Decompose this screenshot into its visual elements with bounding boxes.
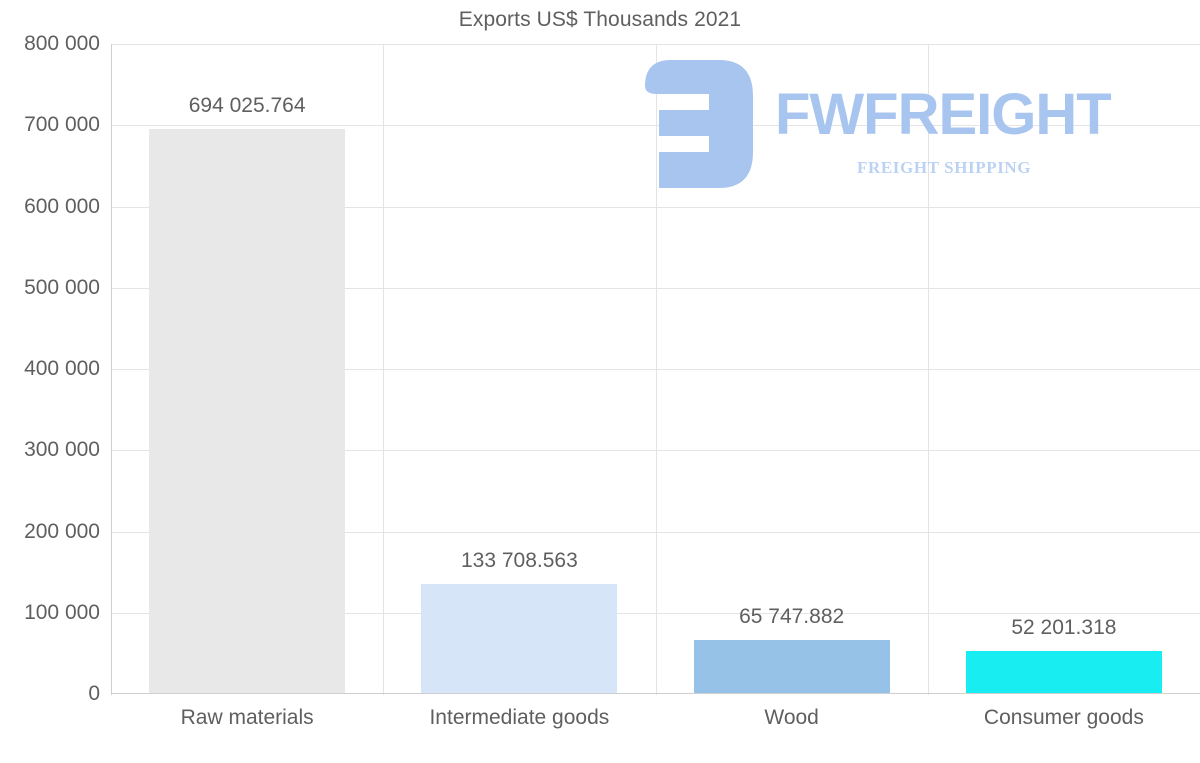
gridline	[111, 206, 1200, 208]
gridline	[111, 450, 1200, 452]
bar-value-label: 133 708.563	[460, 549, 578, 573]
chart-title: Exports US$ Thousands 2021	[458, 8, 742, 31]
x-axis-category-label: Intermediate goods	[429, 706, 610, 729]
bar-value-label: 65 747.882	[739, 604, 845, 628]
y-axis-tick-label: 600 000	[24, 194, 100, 218]
gridline	[111, 369, 1200, 370]
bar[interactable]	[149, 129, 346, 693]
x-axis-category-label: Wood	[764, 706, 819, 729]
plot-area	[111, 44, 1200, 695]
category-divider	[383, 44, 384, 695]
y-axis-tick-label: 400 000	[24, 357, 100, 380]
gridline	[111, 44, 1200, 45]
y-axis-tick-label: 500 000	[24, 275, 100, 299]
y-axis-tick-label: 700 000	[24, 113, 100, 137]
y-axis-tick-label: 200 000	[24, 519, 100, 543]
category-divider	[656, 44, 657, 695]
x-axis-line	[111, 693, 1200, 694]
gridline	[111, 612, 1200, 614]
bar-value-label: 52 201.318	[1011, 615, 1117, 639]
y-axis-tick-label: 300 000	[24, 438, 100, 462]
bar[interactable]	[693, 639, 890, 693]
category-divider	[928, 44, 929, 695]
bar[interactable]	[965, 650, 1162, 693]
y-axis-tick-label: 0	[88, 682, 100, 705]
y-axis-tick-label: 800 000	[24, 32, 100, 55]
y-axis-line	[111, 44, 112, 695]
y-axis-tick-label: 100 000	[24, 600, 100, 624]
bar-value-label: 694 025.764	[188, 94, 306, 118]
gridline	[111, 531, 1200, 533]
bar[interactable]	[421, 584, 618, 693]
gridline	[111, 287, 1200, 289]
x-axis-category-label: Raw materials	[180, 706, 314, 729]
x-axis-category-label: Consumer goods	[983, 706, 1144, 729]
